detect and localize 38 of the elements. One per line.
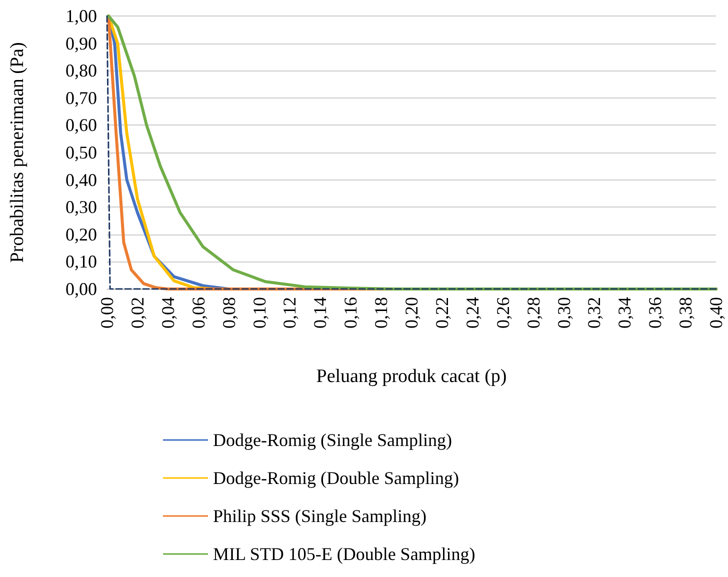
x-tick-label: 0,36 xyxy=(645,297,666,328)
y-axis-title: Probabilitas penerimaan (Pa) xyxy=(7,42,28,263)
legend-label: Dodge-Romig (Single Sampling) xyxy=(213,430,452,450)
x-tick-label: 0,40 xyxy=(706,297,726,328)
x-tick-label: 0,38 xyxy=(676,297,696,328)
x-tick-label: 0,18 xyxy=(371,297,392,328)
x-tick-label: 0,12 xyxy=(280,297,300,328)
x-tick-label: 0,02 xyxy=(127,297,148,328)
y-tick-label: 0,30 xyxy=(66,197,97,218)
y-tick-label: 0,40 xyxy=(66,170,97,190)
x-tick-label: 0,08 xyxy=(218,297,239,328)
x-tick-label: 0,26 xyxy=(492,297,513,328)
x-tick-label: 0,30 xyxy=(554,297,574,328)
x-tick-label: 0,14 xyxy=(310,297,330,328)
x-tick-label: 0,00 xyxy=(97,297,117,328)
x-tick-label: 0,22 xyxy=(432,297,452,328)
y-tick-label: 0,60 xyxy=(66,115,97,136)
y-tick-label: 0,50 xyxy=(66,142,97,162)
x-tick-label: 0,28 xyxy=(523,297,544,328)
y-tick-label: 0,70 xyxy=(66,88,97,108)
y-tick-label: 1,00 xyxy=(66,6,97,26)
x-tick-label: 0,04 xyxy=(158,297,178,328)
y-tick-label: 0,10 xyxy=(66,252,97,272)
x-tick-label: 0,24 xyxy=(462,297,482,328)
legend-label: Philip SSS (Single Sampling) xyxy=(213,506,427,526)
y-tick-label: 0,20 xyxy=(66,224,97,244)
legend-label: MIL STD 105-E (Double Sampling) xyxy=(213,544,476,564)
x-tick-label: 0,34 xyxy=(614,297,635,328)
y-tick-label: 0,80 xyxy=(66,60,97,81)
x-tick-label: 0,32 xyxy=(584,297,604,328)
x-tick-label: 0,16 xyxy=(340,297,361,328)
y-tick-label: 0,00 xyxy=(66,279,97,299)
x-tick-label: 0,06 xyxy=(188,297,208,328)
x-axis-title: Peluang produk cacat (p) xyxy=(316,366,507,387)
y-tick-label: 0,90 xyxy=(66,33,97,54)
x-tick-label: 0,10 xyxy=(249,297,270,328)
x-tick-label: 0,20 xyxy=(402,297,422,328)
legend-label: Dodge-Romig (Double Sampling) xyxy=(213,468,459,488)
